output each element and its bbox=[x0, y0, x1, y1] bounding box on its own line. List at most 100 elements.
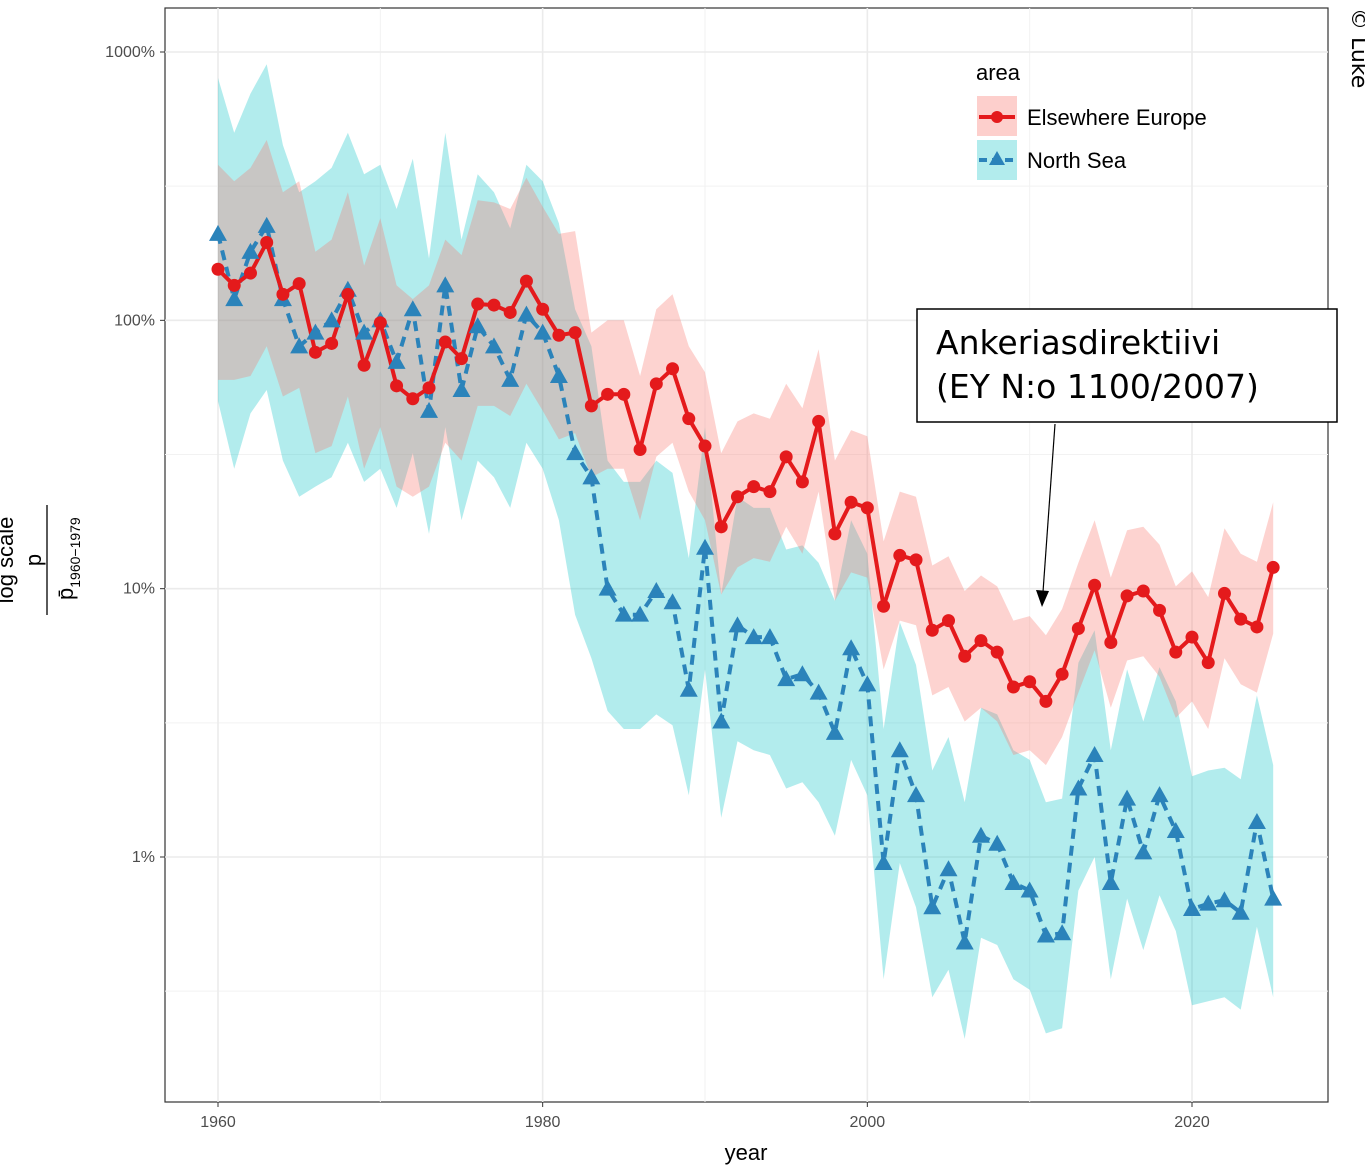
point-north-sea bbox=[1069, 779, 1088, 796]
point-north-sea bbox=[1166, 821, 1185, 838]
point-elsewhere-europe bbox=[1088, 578, 1102, 592]
point-north-sea bbox=[420, 401, 439, 418]
point-north-sea bbox=[1118, 789, 1137, 806]
point-elsewhere-europe bbox=[828, 527, 842, 541]
point-elsewhere-europe bbox=[276, 287, 290, 301]
point-elsewhere-europe bbox=[536, 302, 550, 316]
point-elsewhere-europe bbox=[357, 358, 371, 372]
point-north-sea bbox=[1134, 843, 1153, 860]
point-north-sea bbox=[517, 305, 536, 322]
y-axis-fraction-denominator: p̄1960−1979 bbox=[53, 517, 83, 600]
annotation-arrow-shaft bbox=[1042, 423, 1056, 593]
point-elsewhere-europe bbox=[860, 501, 874, 515]
point-elsewhere-europe bbox=[1169, 645, 1183, 659]
point-north-sea bbox=[858, 675, 877, 692]
point-elsewhere-europe bbox=[698, 439, 712, 453]
point-north-sea bbox=[1004, 874, 1023, 891]
point-north-sea bbox=[728, 616, 747, 633]
point-north-sea bbox=[1231, 903, 1250, 920]
point-north-sea bbox=[793, 665, 812, 682]
point-north-sea bbox=[890, 741, 909, 758]
point-elsewhere-europe bbox=[584, 399, 598, 413]
point-north-sea bbox=[1183, 900, 1201, 917]
legend-title: area bbox=[976, 60, 1021, 85]
point-elsewhere-europe bbox=[763, 485, 777, 499]
x-tick-label: 2000 bbox=[850, 1114, 886, 1131]
point-elsewhere-europe bbox=[601, 387, 615, 401]
point-north-sea bbox=[614, 605, 633, 622]
point-north-sea bbox=[290, 337, 309, 354]
line-elsewhere-europe bbox=[216, 240, 1276, 704]
point-north-sea bbox=[355, 323, 374, 340]
point-elsewhere-europe bbox=[779, 450, 793, 464]
point-north-sea bbox=[533, 323, 552, 340]
credit: © Luke bbox=[1346, 8, 1365, 88]
point-elsewhere-europe bbox=[714, 520, 728, 534]
point-elsewhere-europe bbox=[260, 236, 274, 250]
point-elsewhere-europe bbox=[795, 475, 809, 489]
point-elsewhere-europe bbox=[909, 553, 923, 567]
point-elsewhere-europe bbox=[1217, 586, 1231, 600]
point-elsewhere-europe bbox=[990, 645, 1004, 659]
legend-label-elsewhere-europe: Elsewhere Europe bbox=[1027, 105, 1207, 130]
point-north-sea bbox=[306, 323, 325, 340]
point-elsewhere-europe bbox=[1136, 584, 1150, 598]
axes: 1% 10% 100% 1000% 1960 1980 2000 2020 bbox=[105, 44, 1210, 1131]
point-elsewhere-europe bbox=[682, 412, 696, 426]
annotation-box bbox=[916, 308, 1338, 423]
point-elsewhere-europe bbox=[1250, 620, 1264, 634]
point-north-sea bbox=[939, 860, 958, 877]
point-elsewhere-europe bbox=[211, 262, 225, 276]
point-north-sea bbox=[484, 337, 503, 354]
legend-item-elsewhere-europe: Elsewhere Europe bbox=[977, 96, 1207, 136]
y-tick-label: 10% bbox=[123, 581, 155, 598]
point-elsewhere-europe bbox=[568, 326, 582, 340]
point-elsewhere-europe bbox=[974, 634, 988, 648]
point-elsewhere-europe bbox=[308, 345, 322, 359]
plot-panel bbox=[164, 7, 1329, 1103]
point-north-sea bbox=[631, 605, 650, 622]
annotation-line-1: Ankeriasdirektiivi bbox=[936, 323, 1220, 362]
point-north-sea bbox=[225, 290, 244, 307]
point-north-sea bbox=[760, 628, 779, 645]
point-elsewhere-europe bbox=[942, 614, 955, 628]
x-tick-label: 1980 bbox=[525, 1114, 561, 1131]
point-elsewhere-europe bbox=[292, 277, 306, 291]
point-elsewhere-europe bbox=[503, 305, 517, 319]
point-elsewhere-europe bbox=[1023, 675, 1037, 689]
point-elsewhere-europe bbox=[390, 379, 404, 393]
point-north-sea bbox=[501, 370, 520, 387]
annotation: Ankeriasdirektiivi (EY N:o 1100/2007) bbox=[916, 308, 1338, 607]
point-elsewhere-europe bbox=[877, 599, 891, 613]
point-north-sea bbox=[468, 317, 487, 334]
point-elsewhere-europe bbox=[227, 278, 241, 292]
point-north-sea bbox=[257, 216, 276, 233]
point-north-sea bbox=[1085, 745, 1104, 762]
point-north-sea bbox=[1020, 881, 1039, 898]
point-elsewhere-europe bbox=[438, 335, 452, 349]
point-elsewhere-europe bbox=[552, 328, 566, 342]
point-north-sea bbox=[241, 242, 260, 259]
point-north-sea bbox=[907, 786, 926, 803]
legend: area Elsewhere Europe North Sea bbox=[976, 60, 1207, 180]
point-north-sea bbox=[322, 311, 341, 328]
point-north-sea bbox=[1101, 874, 1120, 891]
point-north-sea bbox=[809, 683, 828, 700]
band-elsewhere-europe bbox=[218, 140, 1274, 766]
legend-key-elsewhere-europe-marker bbox=[991, 111, 1003, 123]
point-elsewhere-europe bbox=[925, 623, 939, 637]
y-tick-label: 1000% bbox=[105, 44, 155, 61]
point-elsewhere-europe bbox=[487, 298, 501, 312]
point-elsewhere-europe bbox=[325, 336, 339, 350]
point-elsewhere-europe bbox=[633, 443, 647, 457]
point-elsewhere-europe bbox=[243, 266, 257, 280]
point-north-sea bbox=[1150, 786, 1169, 803]
point-north-sea bbox=[566, 444, 585, 461]
y-axis-log-scale-label: log scale bbox=[0, 517, 18, 604]
y-axis-title: p p̄1960−1979 log scale bbox=[0, 505, 83, 615]
point-north-sea bbox=[842, 639, 861, 656]
x-tick-label: 2020 bbox=[1174, 1114, 1210, 1131]
point-elsewhere-europe bbox=[812, 414, 826, 428]
point-elsewhere-europe bbox=[666, 362, 680, 376]
point-elsewhere-europe bbox=[1234, 612, 1248, 626]
